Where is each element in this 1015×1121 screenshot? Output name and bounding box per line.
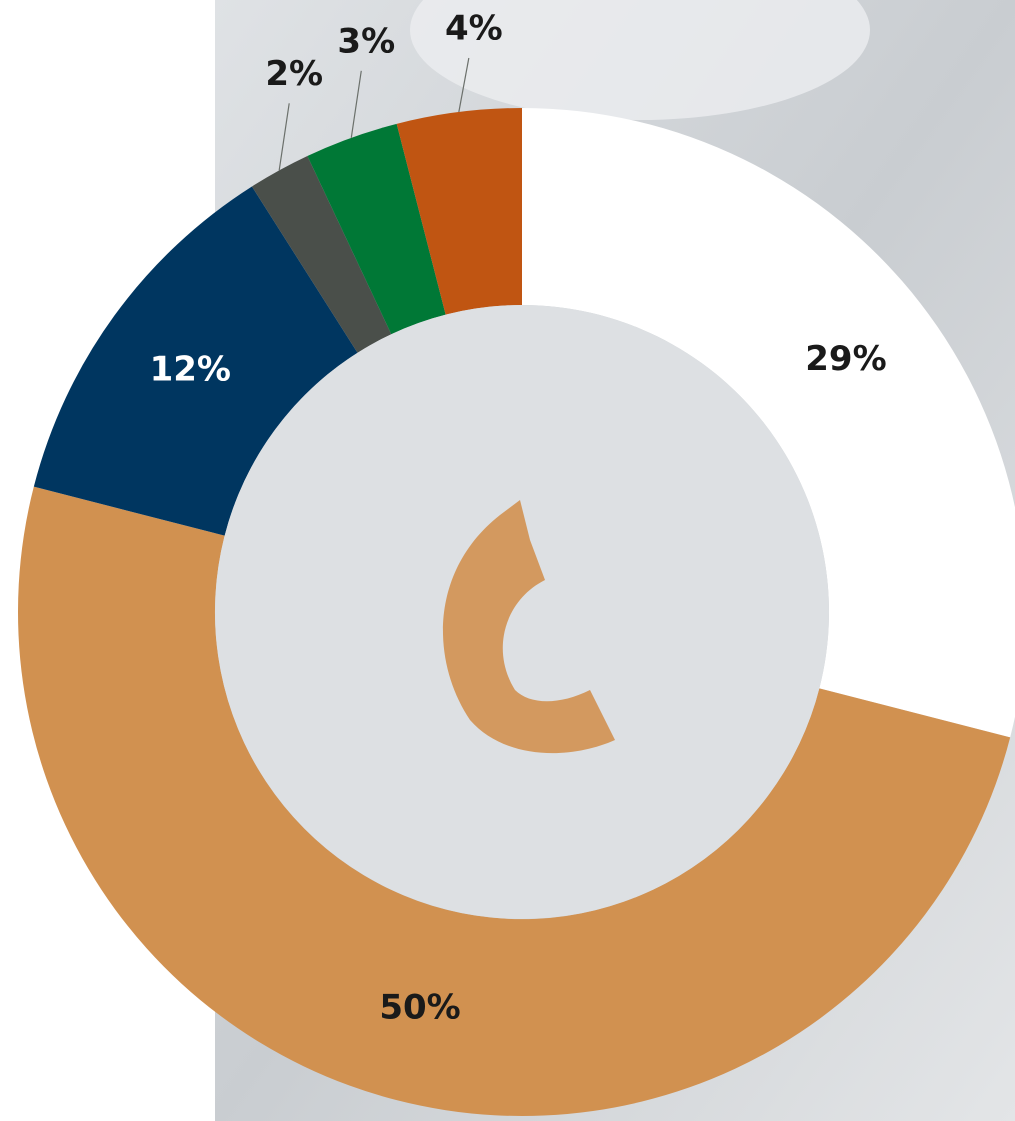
value-label: 3% bbox=[337, 21, 395, 61]
value-label: 2% bbox=[265, 54, 323, 94]
value-label: 12% bbox=[150, 350, 231, 390]
chart: 29% 50% 12% 2% 3% 4% bbox=[0, 0, 1015, 1121]
value-label: 4% bbox=[445, 9, 503, 49]
value-label: 50% bbox=[379, 988, 460, 1028]
donut-hole bbox=[215, 305, 829, 919]
value-label: 29% bbox=[805, 339, 886, 379]
